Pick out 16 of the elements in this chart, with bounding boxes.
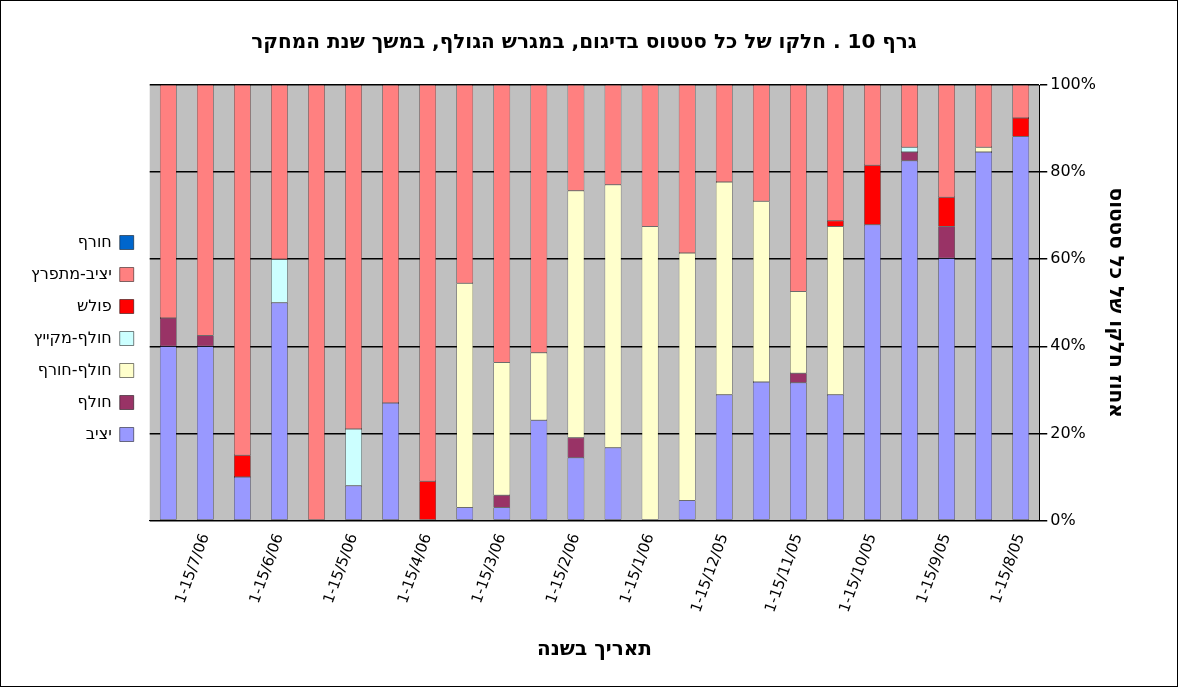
legend-label: חולף-מקייץ xyxy=(33,327,112,347)
legend-label: יציב-מתפרץ xyxy=(30,263,112,283)
y-tick-label: 60% xyxy=(1050,248,1086,268)
legend-label: יציב xyxy=(85,423,112,443)
y-tick-label: 20% xyxy=(1050,422,1086,442)
y-tick-label: 100% xyxy=(1050,74,1097,94)
x-axis-title: תאריך בשנה xyxy=(537,636,652,661)
y-tick-label: 0% xyxy=(1050,509,1076,529)
chart-title: גרף 10 . חלקו של כל סטטוס בדיגום, במגרש הגולף, במשך שנת המחקר xyxy=(251,29,917,54)
y-tick-label: 40% xyxy=(1050,335,1086,355)
y-tick-label: 80% xyxy=(1050,161,1086,181)
legend-label: פולש xyxy=(76,295,112,315)
legend-label: חורף xyxy=(77,231,112,251)
legend-label: חולף xyxy=(77,391,112,411)
legend-label: חולף-חורף xyxy=(37,359,112,379)
y-axis-title: אחוז חלקו של כל סטטוס xyxy=(1104,187,1129,418)
